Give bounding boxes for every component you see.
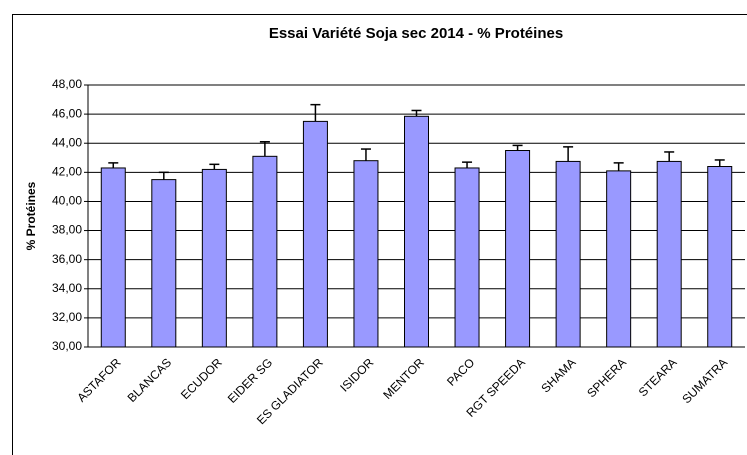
y-tick-label: 34,00 — [52, 281, 82, 295]
bar — [505, 150, 531, 348]
bar — [656, 160, 682, 348]
bar — [707, 166, 733, 348]
y-tick-label: 46,00 — [52, 106, 82, 120]
bar — [201, 168, 227, 348]
bar — [404, 115, 429, 348]
bar — [454, 167, 480, 348]
bar — [353, 160, 379, 348]
bar — [252, 155, 278, 348]
bar — [302, 120, 328, 348]
y-tick-label: 40,00 — [52, 194, 82, 208]
bar — [100, 167, 126, 348]
bar — [555, 160, 581, 348]
y-tick-label: 44,00 — [52, 135, 82, 149]
y-tick-label: 48,00 — [52, 77, 82, 91]
bar — [151, 179, 177, 348]
y-tick-label: 32,00 — [52, 310, 82, 324]
y-tick-label: 38,00 — [52, 223, 82, 237]
bar — [606, 170, 632, 348]
y-tick-label: 36,00 — [52, 252, 82, 266]
y-tick-label: 42,00 — [52, 165, 82, 179]
chart-title: Essai Variété Soja sec 2014 - % Protéine… — [269, 25, 563, 42]
y-tick-label: 30,00 — [52, 339, 82, 353]
y-axis-label: % Protéines — [24, 181, 38, 250]
